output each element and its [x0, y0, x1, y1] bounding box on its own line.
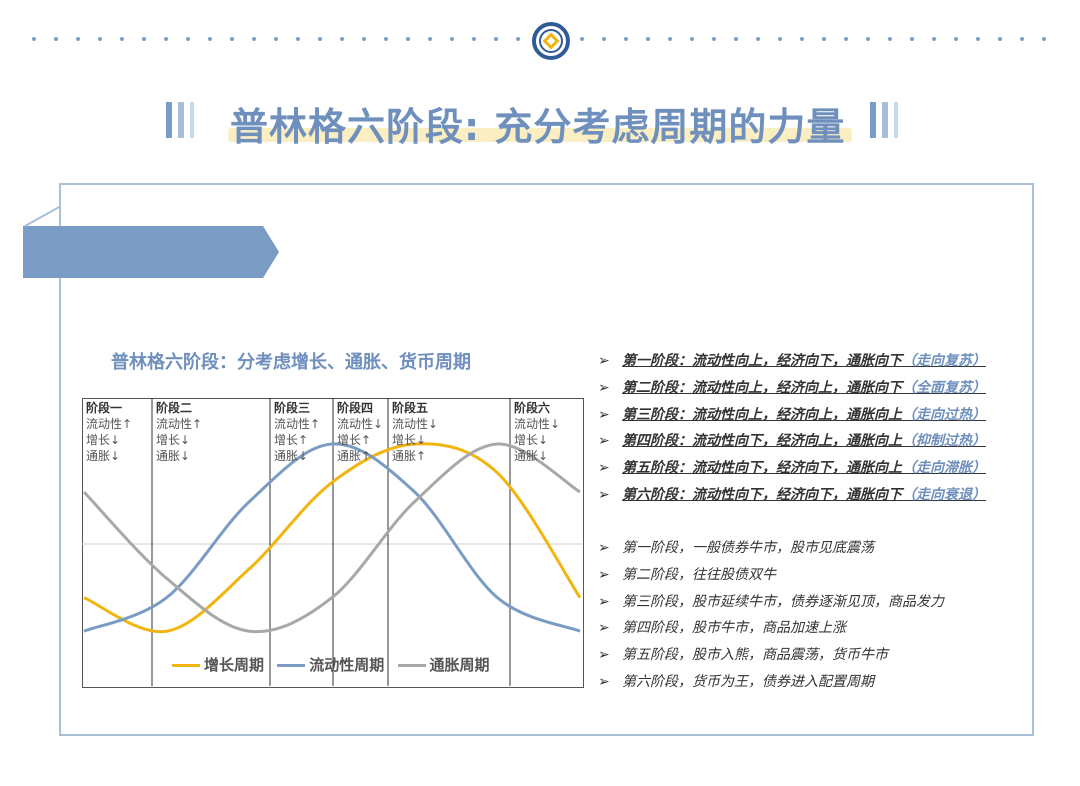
phase-indicator: 通胀↓: [86, 449, 121, 463]
market-behavior-list: ➢ 第一阶段，一般债券牛市，股市见底震荡 ➢ 第二阶段，往往股债双牛 ➢ 第三阶段，股…: [598, 535, 944, 696]
phase-indicator: 流动性↑: [274, 417, 321, 431]
series-line: [83, 442, 581, 633]
phase-indicator: 增长↓: [86, 433, 121, 447]
phase-name: 阶段五: [392, 401, 429, 415]
list-item: ➢ 第四阶段，股市牛市，商品加速上涨: [598, 620, 846, 637]
list-item: ➢ 第五阶段，股市入熊，商品震荡，货币牛市: [598, 647, 888, 664]
page-title: 普林格六阶段: 充分考虑周期的力量: [230, 105, 846, 149]
phase-label: 阶段六流动性↓ 增长↓ 通胀↓: [514, 400, 560, 464]
list-item: ➢ 第二阶段，往往股债双牛: [598, 566, 776, 583]
page-header: 普林格六阶段: 充分考虑周期的力量: [0, 96, 1080, 152]
phase-label: 阶段三流动性↑ 增长↑ 通胀↓: [274, 400, 320, 464]
phase-indicator: 增长↓: [514, 433, 549, 447]
series-line: [82, 442, 581, 634]
phase-label: 阶段五流动性↓ 增长↓ 通胀↑: [392, 400, 438, 464]
phase-indicator: 通胀↓: [274, 449, 309, 463]
legend-item-growth: 增长周期: [172, 656, 264, 674]
phase-indicator: 增长↑: [274, 433, 309, 447]
header-dotted-line-right: [580, 37, 1050, 45]
phase-description-list: ➢ 第一阶段：流动性向上，经济向下，通胀向下（走向复苏） ➢ 第二阶段：流动性向上，…: [598, 348, 986, 509]
list-item: ➢ 第六阶段：流动性向下，经济向下，通胀向下（走向衰退）: [598, 486, 986, 503]
chart-legend: 增长周期 流动性周期 通胀周期: [172, 654, 490, 674]
phase-name: 阶段二: [156, 401, 193, 415]
list-item: ➢ 第六阶段，货币为王，债券进入配置周期: [598, 673, 874, 690]
phase-indicator: 通胀↓: [156, 449, 191, 463]
phase-label: 阶段二流动性↑ 增长↓ 通胀↓: [156, 400, 202, 464]
list-item: ➢ 第三阶段：流动性向上，经济向上，通胀向上（走向过热）: [598, 406, 986, 423]
phase-indicator: 通胀↓: [514, 449, 549, 463]
header-dotted-line-left: [32, 37, 524, 45]
phase-indicator: 增长↑: [337, 433, 372, 447]
cycle-chart: 阶段一 流动性↑ 增长↓ 通胀↓ 阶段二 流动性↑ 增长↓ 通胀↓ 阶段三 流动性↑ 增长↑ 通胀↓ 阶…: [82, 398, 584, 688]
phase-indicator: 流动性↑: [156, 417, 203, 431]
phase-name: 阶段六: [514, 401, 551, 415]
legend-item-liquidity: 流动性周期: [277, 656, 384, 674]
tab-corner-fold: [24, 205, 62, 227]
list-item: ➢ 第四阶段：流动性向下，经济向上，通胀向上（抑制过热）: [598, 433, 986, 450]
content-frame: [59, 183, 1034, 736]
series-line: [83, 442, 582, 634]
legend-item-inflation: 通胀周期: [397, 656, 490, 674]
phase-indicator: 流动性↑: [86, 417, 133, 431]
title-highlight: [228, 128, 852, 142]
phase-indicator: 增长↓: [156, 433, 191, 447]
list-item: ➢ 第一阶段，一般债券牛市，股市见底震荡: [598, 540, 874, 556]
phase-name: 阶段一: [86, 401, 123, 415]
chart-subtitle: 普林格六阶段：分考虑增长、通胀、货币周期: [111, 352, 471, 373]
phase-indicator: 流动性↓: [337, 417, 384, 431]
list-item: ➢ 第二阶段：流动性向上，经济向上，通胀向下（全面复苏）: [598, 379, 986, 396]
phase-indicator: 通胀↑: [337, 449, 372, 463]
list-item: ➢ 第五阶段：流动性向下，经济向下，通胀向上（走向滞胀）: [598, 460, 986, 477]
phase-indicator: 流动性↓: [392, 417, 439, 431]
phase-indicator: 通胀↑: [392, 449, 427, 463]
phase-name: 阶段三: [274, 401, 311, 415]
cycle-chart-svg: [82, 398, 582, 686]
phase-name: 阶段四: [337, 401, 374, 415]
phase-indicator: 增长↓: [392, 433, 427, 447]
circular-emblem-icon: [532, 22, 570, 60]
section-tab-banner: [23, 226, 279, 278]
phase-indicator: 流动性↓: [514, 417, 561, 431]
list-item: ➢ 第三阶段，股市延续牛市，债券逐渐见顶，商品发力: [598, 593, 944, 610]
list-item: ➢ 第一阶段：流动性向上，经济向下，通胀向下（走向复苏）: [598, 353, 986, 369]
phase-label: 阶段四流动性↓ 增长↑ 通胀↑: [337, 400, 383, 464]
phase-label: 阶段一流动性↑ 增长↓ 通胀↓: [86, 400, 132, 464]
